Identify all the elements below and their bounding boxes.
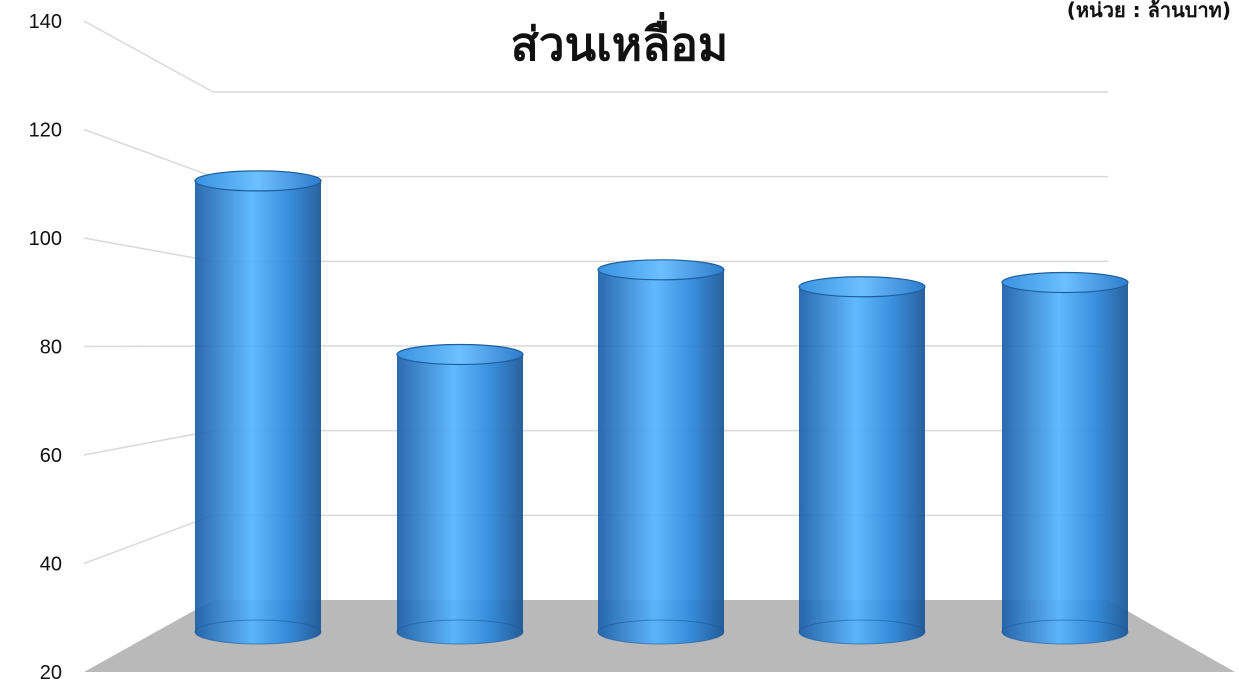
chart-title: ส่วนเหลื่อม xyxy=(510,17,729,71)
y-tick-label: 40 xyxy=(40,554,62,576)
bar-body xyxy=(195,180,321,644)
gridline-connector xyxy=(83,514,214,565)
bar-body xyxy=(598,269,724,644)
y-tick-label: 60 xyxy=(40,445,62,467)
bar-body xyxy=(1002,282,1128,644)
bar-layer xyxy=(194,170,1129,645)
gridline-connector xyxy=(83,20,214,93)
bar xyxy=(597,259,725,645)
y-tick-label: 80 xyxy=(40,337,62,359)
bar xyxy=(194,170,322,645)
gridline-connector xyxy=(83,128,214,178)
y-tick-label: 100 xyxy=(29,228,62,250)
y-tick-label: 20 xyxy=(40,662,62,684)
gridline-connector xyxy=(83,429,214,456)
gridline-connector xyxy=(83,345,214,348)
y-tick-label: 140 xyxy=(29,11,62,33)
bar-cap xyxy=(396,343,524,366)
bar xyxy=(1001,271,1129,645)
bar-body xyxy=(397,354,523,644)
bar xyxy=(798,276,926,645)
bar-cap xyxy=(1001,271,1129,294)
bar xyxy=(396,343,524,645)
bar-base xyxy=(194,619,322,645)
unit-label: (หน่วย : ล้านบาท) xyxy=(1066,0,1231,22)
bar-cap xyxy=(194,170,322,192)
bar-base xyxy=(396,619,524,645)
bar-body xyxy=(799,286,925,644)
y-tick-label: 120 xyxy=(29,120,62,142)
axis-layer: 20 40 60 80 100 120 140 xyxy=(29,11,1108,684)
bar-base xyxy=(1001,619,1129,645)
bar-base xyxy=(798,619,926,645)
gridline-connector xyxy=(83,237,214,263)
bar-cap xyxy=(798,276,926,298)
bar-cap xyxy=(597,259,725,281)
bar-base xyxy=(597,619,725,645)
